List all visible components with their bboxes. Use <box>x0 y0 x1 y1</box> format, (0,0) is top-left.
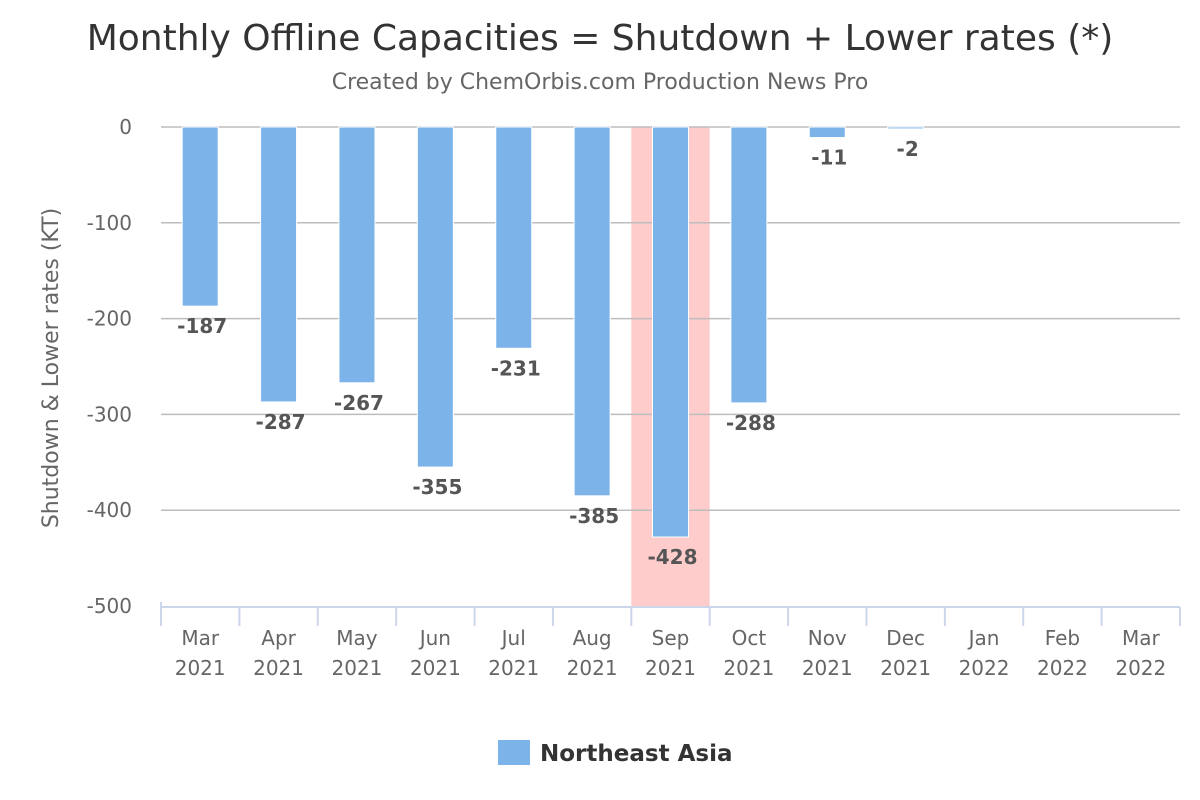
label-layer: -187 -287 -267 -355 -231 -385 -428 -288 -11 -2 <box>177 137 919 569</box>
x-tick-label-year: 2021 <box>723 656 774 680</box>
data-label: -267 <box>334 391 384 415</box>
data-label: -428 <box>647 545 697 569</box>
y-tick-label: -400 <box>87 498 132 522</box>
bar-layer <box>181 126 925 538</box>
bar <box>573 126 611 497</box>
bar <box>652 126 689 538</box>
data-label: -355 <box>412 475 462 499</box>
y-tick-label: -200 <box>87 307 132 331</box>
x-tick-label-year: 2021 <box>880 656 931 680</box>
bar <box>416 126 454 468</box>
x-tick-label-year: 2021 <box>802 656 853 680</box>
x-tick-label-month: Nov <box>808 626 847 650</box>
x-tick-label-month: Mar <box>1122 626 1161 650</box>
bar <box>808 126 846 139</box>
chart-title: Monthly Offline Capacities = Shutdown + … <box>87 18 1114 59</box>
x-tick-label-month: Sep <box>652 626 690 650</box>
x-tick-label-year: 2021 <box>488 656 539 680</box>
x-tick-label-month: Aug <box>573 626 612 650</box>
data-label: -288 <box>726 411 776 435</box>
bar <box>730 126 768 404</box>
x-tick-label-year: 2021 <box>332 656 383 680</box>
x-tick-label-year: 2021 <box>410 656 461 680</box>
data-label: -11 <box>811 146 847 170</box>
data-label: -287 <box>256 410 306 434</box>
y-tick-label: -500 <box>87 594 132 618</box>
y-tick-label: -300 <box>87 402 132 426</box>
x-tick-label-month: Oct <box>732 626 767 650</box>
data-label: -385 <box>569 504 619 528</box>
chart-subtitle: Created by ChemOrbis.com Production News… <box>332 70 869 95</box>
y-tick-label: -100 <box>87 211 132 235</box>
x-tick-label-month: Jan <box>967 626 1000 650</box>
x-tick-label-year: 2021 <box>253 656 304 680</box>
legend-swatch <box>498 740 530 765</box>
bar <box>338 126 376 384</box>
data-label: -187 <box>177 314 227 338</box>
x-tick-label-year: 2021 <box>567 656 618 680</box>
x-tick-label-year: 2021 <box>645 656 696 680</box>
bar <box>887 126 925 130</box>
x-tick-label-year: 2022 <box>1037 656 1088 680</box>
x-tick-label-month: Mar <box>181 626 220 650</box>
legend-label: Northeast Asia <box>540 741 732 767</box>
x-tick-label-month: Apr <box>261 626 296 650</box>
bar <box>495 126 533 349</box>
x-tick-label-year: 2021 <box>175 656 226 680</box>
x-tick-label-month: Jul <box>500 626 526 650</box>
x-tick-label-year: 2022 <box>1115 656 1166 680</box>
bar <box>260 126 298 403</box>
x-tick-label-month: Feb <box>1045 626 1080 650</box>
x-tick-label-month: May <box>336 626 378 650</box>
legend[interactable]: Northeast Asia <box>498 740 732 767</box>
x-tick-label-year: 2022 <box>959 656 1010 680</box>
x-tick-label-month: Dec <box>886 626 925 650</box>
bar <box>181 126 219 307</box>
axis-layer: 0 -100 -200 -300 -400 -500 Mar 2021 Apr 2021 May 20… <box>87 115 1181 680</box>
data-label: -231 <box>491 356 541 380</box>
y-tick-label: 0 <box>119 115 132 139</box>
y-axis-title: Shutdown & Lower rates (KT) <box>39 208 64 528</box>
x-tick-label-month: Jun <box>418 626 451 650</box>
data-label: -2 <box>897 137 919 161</box>
